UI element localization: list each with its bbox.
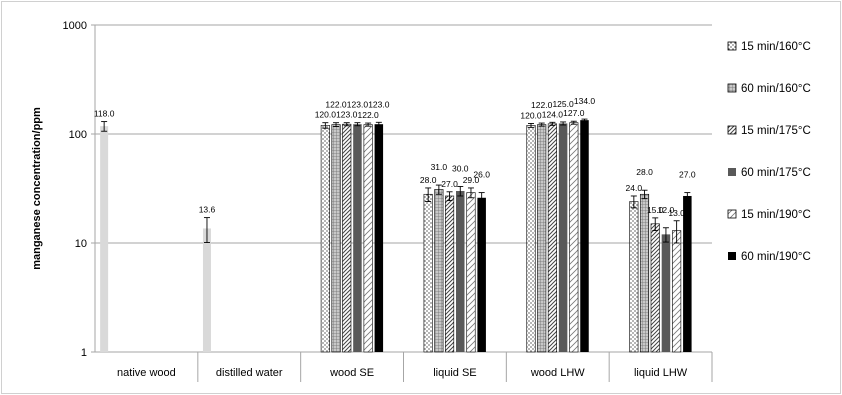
data-label: 120.0 <box>315 110 337 120</box>
x-tick-label: distilled water <box>216 367 283 379</box>
data-label: 26.0 <box>473 170 490 180</box>
bar <box>477 197 486 352</box>
x-tick-label: wood LHW <box>530 367 585 379</box>
bar <box>374 124 384 352</box>
bar <box>629 201 639 353</box>
data-label: 15.0 <box>647 205 664 215</box>
bar <box>100 126 109 353</box>
legend-label: 60 min/175°C <box>741 167 811 179</box>
legend-label: 15 min/175°C <box>741 125 811 137</box>
bar <box>580 120 589 353</box>
data-label: 122.0 <box>325 100 347 110</box>
data-label: 122.0 <box>357 110 379 120</box>
data-label: 125.0 <box>552 99 574 109</box>
x-tick-label: liquid LHW <box>634 367 688 379</box>
x-tick-label: native wood <box>117 367 176 379</box>
data-label: 123.0 <box>336 110 358 120</box>
legend-label: 60 min/190°C <box>741 251 811 263</box>
bar <box>363 124 373 353</box>
data-label: 12.0 <box>658 205 675 215</box>
data-label: 27.0 <box>679 170 696 180</box>
bar <box>342 123 352 353</box>
data-label: 124.0 <box>542 109 564 119</box>
bar <box>526 125 536 353</box>
bar <box>537 124 547 353</box>
bar <box>434 189 444 353</box>
y-axis-label: manganese concentration/ppm <box>31 107 43 270</box>
legend-swatch <box>727 41 737 51</box>
bar <box>639 193 650 353</box>
y-tick-label: 1000 <box>63 20 87 32</box>
bar <box>353 124 362 352</box>
bar <box>466 192 476 353</box>
data-label: 127.0 <box>563 108 585 118</box>
bar <box>661 234 671 352</box>
bar <box>547 123 557 353</box>
bar <box>650 223 660 353</box>
data-label: 13.0 <box>668 208 685 218</box>
legend-label: 15 min/190°C <box>741 209 811 221</box>
bar <box>683 195 692 352</box>
data-label: 122.0 <box>531 100 553 110</box>
bar <box>320 125 330 353</box>
legend-label: 60 min/160°C <box>741 83 811 95</box>
data-label: 28.0 <box>420 175 437 185</box>
y-tick-label: 1 <box>81 347 87 359</box>
data-label: 28.0 <box>636 167 653 177</box>
data-label: 24.0 <box>626 183 643 193</box>
data-label: 13.6 <box>199 205 216 215</box>
data-labels: 118.0 13.6 120.0 28.0 120.0 24.0 122.0 31.0 122.… <box>94 96 696 218</box>
y-tick-label: 100 <box>69 129 87 141</box>
legend-swatch <box>728 168 736 176</box>
bar <box>331 124 341 353</box>
bar <box>558 123 568 353</box>
bar <box>569 122 579 353</box>
legend-label: 15 min/160°C <box>741 41 811 53</box>
bar <box>423 193 433 353</box>
data-label: 30.0 <box>452 163 469 173</box>
data-label: 29.0 <box>463 175 480 185</box>
data-label: 120.0 <box>520 110 542 120</box>
y-tick-label: 10 <box>75 238 87 250</box>
data-label: 27.0 <box>441 179 458 189</box>
bar <box>202 228 211 352</box>
x-tick-label: liquid SE <box>433 367 476 379</box>
data-label: 123.0 <box>347 100 369 110</box>
x-tick-label: wood SE <box>329 367 374 379</box>
legend-swatch <box>727 83 737 93</box>
bar <box>672 230 682 353</box>
bars <box>100 118 692 353</box>
bar <box>456 190 465 352</box>
legend: 15 min/160°C 60 min/160°C 15 min/175°C 60 m… <box>727 41 811 263</box>
legend-swatch <box>728 252 736 260</box>
legend-swatch <box>727 209 737 219</box>
data-label: 31.0 <box>431 162 448 172</box>
data-label: 134.0 <box>574 96 596 106</box>
data-label: 123.0 <box>368 99 390 109</box>
legend-swatch <box>727 125 737 135</box>
data-label: 118.0 <box>94 109 115 119</box>
bar <box>445 195 455 353</box>
